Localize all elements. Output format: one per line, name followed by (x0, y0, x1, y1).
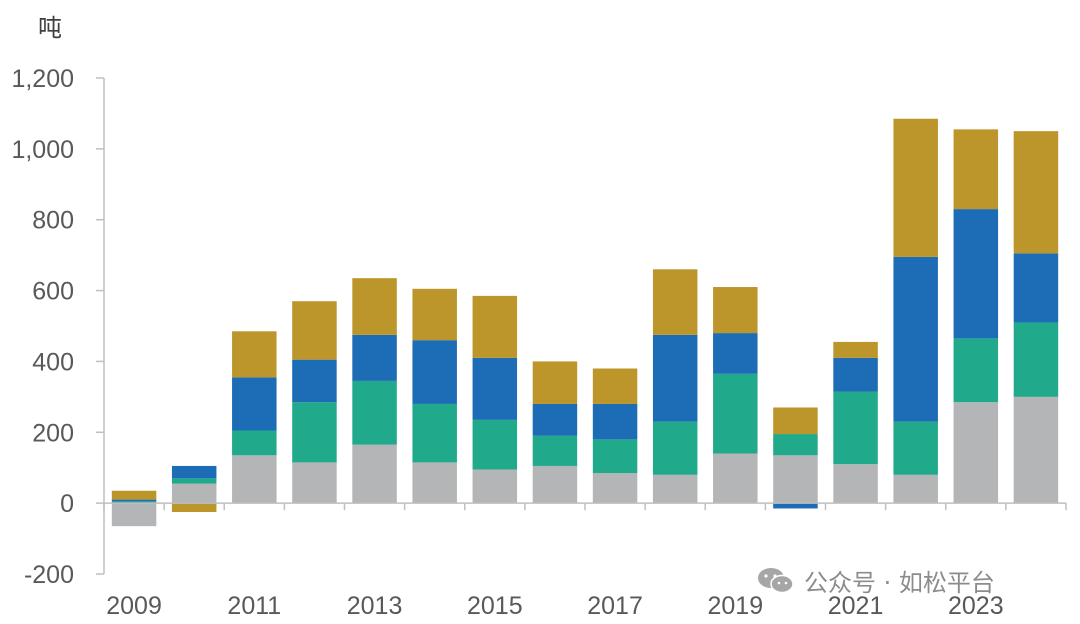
watermark-text: 公众号 · 如松平台 (804, 568, 995, 597)
bars-group (111, 118, 1059, 527)
y-tick-label: 0 (60, 490, 74, 518)
x-tick-label: 2009 (106, 592, 162, 620)
x-tick-label: 2013 (347, 592, 403, 620)
bar-segment-2017-s3 (592, 403, 638, 440)
bar-segment-2018-s4 (652, 269, 698, 335)
y-tick-label: 600 (32, 278, 74, 306)
bar-segment-2015-s2 (472, 419, 518, 470)
bar-segment-2013-s1 (352, 444, 397, 504)
x-tick-label: 2021 (828, 592, 884, 620)
bar-segment-2019-s3 (713, 333, 758, 374)
bar-segment-2014-s3 (412, 340, 457, 404)
bar-segment-2024-s2 (1013, 322, 1059, 397)
bar-segment-2013-s2 (352, 380, 397, 445)
bar-segment-2024-s4 (1013, 131, 1059, 254)
bar-segment-2016-s3 (532, 403, 578, 436)
bar-segment-2018-s2 (652, 421, 698, 475)
y-tick-label: 1,200 (11, 65, 74, 93)
bar-segment-2019-s1 (713, 453, 758, 504)
bar-segment-2020-s2 (773, 434, 818, 456)
bar-segment-2014-s2 (412, 403, 457, 463)
x-tick-label: 2023 (948, 592, 1004, 620)
bar-segment-2022-s3 (893, 256, 938, 422)
bar-segment-2019-s2 (713, 373, 758, 454)
bar-segment-2022-s1 (893, 474, 938, 504)
x-tick-label: 2015 (467, 592, 523, 620)
bar-segment-2018-s1 (652, 474, 698, 504)
bar-segment-2011-s2 (232, 430, 277, 456)
bar-segment-2011-s1 (232, 455, 277, 504)
bar-segment-2009-s3 (111, 499, 157, 502)
bar-segment-2016-s1 (532, 465, 578, 504)
bar-segment-2010-s4 (171, 503, 217, 512)
y-tick-label: 800 (32, 207, 74, 235)
bar-segment-2009-s2 (111, 501, 157, 504)
bar-segment-2021-s3 (833, 357, 878, 392)
bar-segment-2010-s3 (171, 465, 217, 479)
bar-segment-2013-s4 (352, 278, 397, 335)
x-axis-ticks: 2009 2011 2013 2015 2017 2019 2021 2023 (106, 592, 1003, 620)
bar-segment-2023-s4 (953, 129, 999, 210)
bar-segment-2010-s2 (171, 478, 217, 484)
x-tick-label: 2019 (708, 592, 764, 620)
bar-segment-2022-s2 (893, 421, 938, 475)
wechat-icon (758, 568, 794, 594)
bar-segment-2012-s1 (292, 462, 337, 504)
y-axis-ticks: -200 0 200 400 600 800 1,000 1,200 (11, 65, 104, 589)
bar-segment-2010-s1 (171, 483, 217, 504)
bar-segment-2012-s2 (292, 402, 337, 463)
bar-segment-2012-s3 (292, 359, 337, 403)
bar-segment-2015-s4 (472, 295, 518, 358)
bar-segment-2009-s4 (111, 490, 157, 500)
axes-group (103, 78, 1067, 574)
bar-segment-2021-s1 (833, 464, 878, 504)
y-tick-label: -200 (24, 561, 74, 589)
bar-segment-2012-s4 (292, 301, 337, 360)
bar-segment-2021-s2 (833, 391, 878, 465)
bar-segment-2024-s1 (1013, 396, 1059, 504)
bar-segment-2020-s3 (773, 503, 818, 509)
y-tick-label: 1,000 (11, 136, 74, 164)
bar-segment-2017-s2 (592, 439, 638, 474)
bar-segment-2017-s4 (592, 368, 638, 404)
bar-segment-2023-s2 (953, 338, 999, 403)
bar-segment-2013-s3 (352, 334, 397, 381)
bar-segment-2014-s1 (412, 462, 457, 504)
bar-segment-2024-s3 (1013, 253, 1059, 323)
bar-segment-2011-s4 (232, 331, 277, 378)
bar-segment-2019-s4 (713, 287, 758, 334)
y-tick-label: 400 (32, 348, 74, 376)
bar-segment-2015-s1 (472, 469, 518, 504)
x-tick-label: 2011 (227, 592, 281, 620)
watermark: 公众号 · 如松平台 (756, 562, 995, 598)
bar-segment-2016-s2 (532, 435, 578, 466)
bar-segment-2021-s4 (833, 341, 878, 358)
bar-segment-2014-s4 (412, 288, 457, 341)
bar-segment-2017-s1 (592, 473, 638, 504)
x-tick-label: 2017 (587, 592, 643, 620)
bar-segment-2020-s1 (773, 455, 818, 504)
bar-segment-2020-s4 (773, 407, 818, 435)
y-axis-unit-label: 吨 (38, 14, 62, 42)
bar-segment-2023-s3 (953, 209, 999, 339)
bar-segment-2023-s1 (953, 402, 999, 504)
bar-segment-2011-s3 (232, 377, 277, 431)
bar-segment-2015-s3 (472, 357, 518, 420)
bar-segment-2016-s4 (532, 361, 578, 404)
bar-segment-2009-s1 (111, 503, 157, 527)
bar-segment-2018-s3 (652, 334, 698, 422)
y-tick-label: 200 (32, 419, 74, 447)
bar-segment-2022-s4 (893, 118, 938, 257)
